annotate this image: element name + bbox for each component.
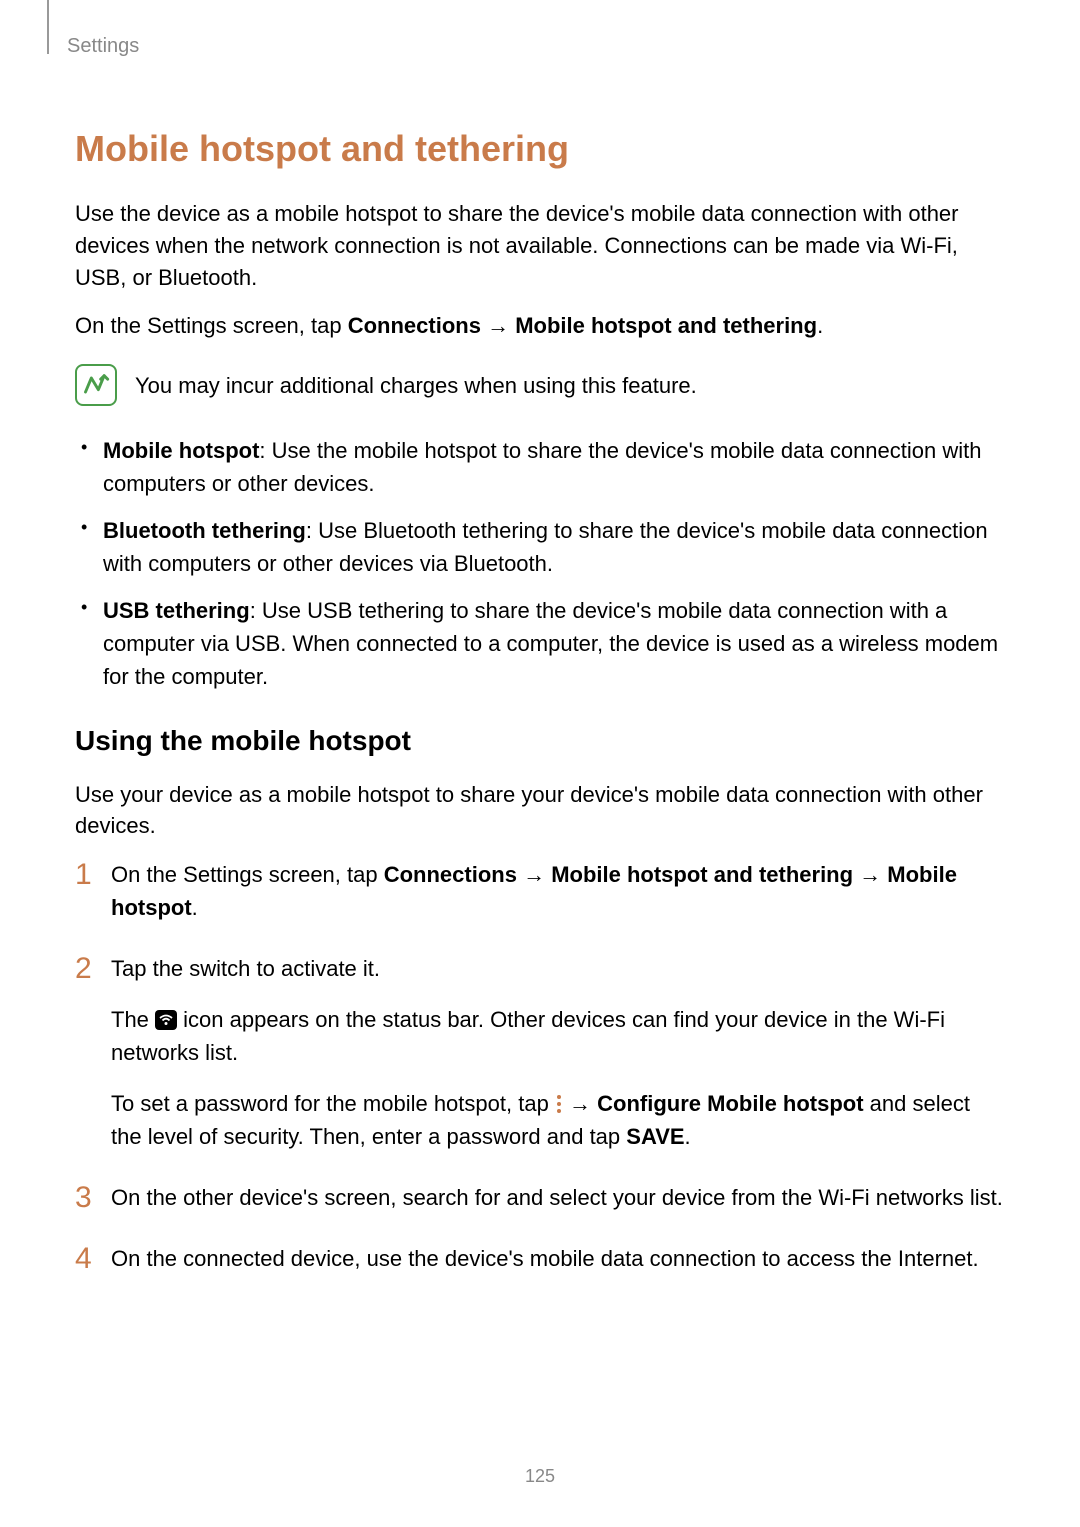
section-intro: Use your device as a mobile hotspot to s… — [75, 779, 1005, 843]
bullet-title: USB tethering — [103, 598, 250, 623]
bullet-title: Mobile hotspot — [103, 438, 259, 463]
feature-list: Mobile hotspot: Use the mobile hotspot t… — [75, 434, 1005, 693]
step2-sub2-save: SAVE — [626, 1124, 684, 1149]
step1-end: . — [192, 895, 198, 920]
step2-sub2-arrow: → — [563, 1091, 597, 1116]
nav-hotspot: Mobile hotspot and tethering — [515, 313, 817, 338]
step2-sub2-pre: To set a password for the mobile hotspot… — [111, 1091, 555, 1116]
nav-connections: Connections — [348, 313, 481, 338]
step2-sub2-bold: Configure Mobile hotspot — [597, 1091, 863, 1116]
section-heading: Using the mobile hotspot — [75, 725, 1005, 757]
note-icon — [75, 364, 117, 406]
step2-line1: Tap the switch to activate it. — [111, 956, 380, 981]
steps-list: On the Settings screen, tap Connections … — [75, 858, 1005, 1275]
header-vertical-rule — [47, 0, 49, 54]
step1-b2: Mobile hotspot and tethering — [551, 862, 853, 887]
navigation-instruction: On the Settings screen, tap Connections … — [75, 310, 1005, 342]
page-title: Mobile hotspot and tethering — [75, 128, 1005, 170]
note-text: You may incur additional charges when us… — [135, 364, 697, 402]
step-4: On the connected device, use the device'… — [75, 1242, 1005, 1275]
step-1: On the Settings screen, tap Connections … — [75, 858, 1005, 924]
list-item: USB tethering: Use USB tethering to shar… — [103, 594, 1005, 693]
breadcrumb: Settings — [67, 35, 1005, 58]
step2-sub1-pre: The — [111, 1007, 155, 1032]
note-callout: You may incur additional charges when us… — [75, 364, 1005, 406]
step-2: Tap the switch to activate it. The icon … — [75, 952, 1005, 1153]
step2-sub1: The icon appears on the status bar. Othe… — [111, 1003, 1005, 1069]
page-number: 125 — [0, 1466, 1080, 1487]
hotspot-icon — [155, 1010, 177, 1030]
step1-a2: → — [853, 862, 887, 887]
step-3: On the other device's screen, search for… — [75, 1181, 1005, 1214]
nav-end: . — [817, 313, 823, 338]
more-options-icon — [557, 1095, 561, 1113]
nav-arrow-1: → — [481, 313, 515, 338]
step1-a1: → — [517, 862, 551, 887]
step1-pre: On the Settings screen, tap — [111, 862, 384, 887]
list-item: Mobile hotspot: Use the mobile hotspot t… — [103, 434, 1005, 500]
list-item: Bluetooth tethering: Use Bluetooth tethe… — [103, 514, 1005, 580]
step2-sub2: To set a password for the mobile hotspot… — [111, 1087, 1005, 1153]
intro-paragraph: Use the device as a mobile hotspot to sh… — [75, 198, 1005, 294]
step2-sub2-end: . — [685, 1124, 691, 1149]
bullet-title: Bluetooth tethering — [103, 518, 306, 543]
nav-text-pre: On the Settings screen, tap — [75, 313, 348, 338]
step1-b1: Connections — [384, 862, 517, 887]
step2-sub1-post: icon appears on the status bar. Other de… — [111, 1007, 945, 1065]
